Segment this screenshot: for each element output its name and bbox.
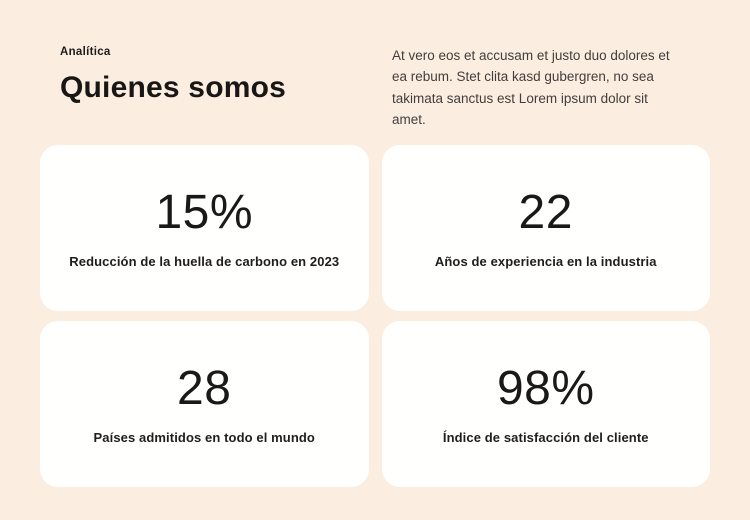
- stat-value: 15%: [155, 185, 254, 239]
- stat-value: 98%: [496, 361, 595, 415]
- stat-card-experience: 22 Años de experiencia en la industria: [381, 145, 710, 311]
- stat-value: 28: [177, 361, 232, 415]
- intro-paragraph: At vero eos et accusam et justo duo dolo…: [392, 48, 670, 127]
- stat-card-satisfaction: 98% Índice de satisfacción del cliente: [381, 321, 710, 487]
- stat-label: Reducción de la huella de carbono en 202…: [69, 254, 340, 270]
- section-eyebrow: Analítica: [60, 46, 111, 58]
- stat-card-carbon: 15% Reducción de la huella de carbono en…: [40, 145, 369, 311]
- stat-label: Años de experiencia en la industria: [434, 254, 657, 270]
- page-title: Quienes somos: [60, 71, 287, 104]
- section-header: Analítica Quienes somos: [60, 46, 286, 105]
- stat-label: Índice de satisfacción del cliente: [442, 430, 649, 446]
- stat-label: Países admitidos en todo el mundo: [93, 430, 315, 446]
- stat-card-countries: 28 Países admitidos en todo el mundo: [40, 321, 369, 487]
- stats-grid: 15% Reducción de la huella de carbono en…: [40, 145, 710, 487]
- stat-value: 22: [518, 185, 573, 239]
